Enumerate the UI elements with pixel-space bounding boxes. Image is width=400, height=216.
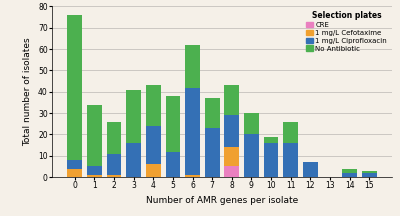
Bar — [224, 147, 239, 167]
Bar — [87, 167, 102, 175]
Bar — [166, 96, 180, 152]
Bar — [185, 45, 200, 87]
Bar — [362, 173, 376, 177]
Bar — [166, 152, 180, 177]
Bar — [205, 128, 220, 177]
Bar — [185, 175, 200, 177]
Bar — [283, 143, 298, 177]
Bar — [126, 90, 141, 143]
Bar — [362, 171, 376, 173]
Bar — [224, 167, 239, 177]
Bar — [224, 85, 239, 115]
X-axis label: Number of AMR genes per isolate: Number of AMR genes per isolate — [146, 196, 298, 205]
Bar — [264, 143, 278, 177]
Legend: CRE, 1 mg/L Cefotaxime, 1 mg/L Ciprofloxacin, No Antibiotic: CRE, 1 mg/L Cefotaxime, 1 mg/L Ciproflox… — [304, 10, 388, 53]
Bar — [68, 15, 82, 160]
Bar — [146, 164, 161, 177]
Bar — [146, 126, 161, 164]
Bar — [244, 134, 259, 177]
Bar — [126, 143, 141, 177]
Bar — [107, 154, 122, 175]
Bar — [264, 137, 278, 143]
Bar — [87, 175, 102, 177]
Bar — [68, 169, 82, 177]
Bar — [342, 169, 357, 173]
Bar — [303, 162, 318, 177]
Bar — [283, 122, 298, 143]
Bar — [342, 173, 357, 177]
Bar — [224, 115, 239, 147]
Bar — [107, 175, 122, 177]
Bar — [68, 160, 82, 169]
Y-axis label: Total number of isolates: Total number of isolates — [24, 38, 32, 146]
Bar — [185, 87, 200, 175]
Bar — [205, 98, 220, 128]
Bar — [87, 105, 102, 167]
Bar — [146, 85, 161, 126]
Bar — [244, 113, 259, 134]
Bar — [107, 122, 122, 154]
